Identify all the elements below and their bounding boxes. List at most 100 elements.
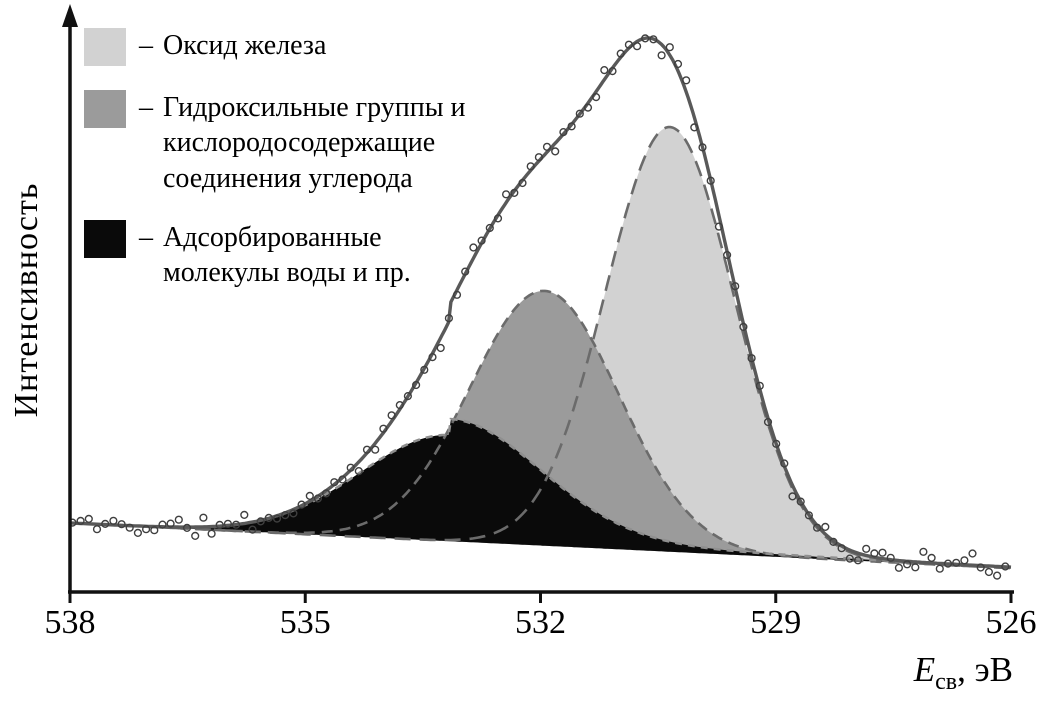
data-point xyxy=(591,92,601,102)
data-point xyxy=(608,66,617,76)
data-point xyxy=(992,571,1002,580)
data-point xyxy=(919,547,928,556)
data-point xyxy=(870,549,879,558)
legend-label: Оксид железа xyxy=(163,30,327,61)
x-tick-label: 532 xyxy=(515,604,566,641)
data-point xyxy=(232,520,241,529)
data-point xyxy=(387,411,396,420)
data-point xyxy=(469,243,478,252)
data-point xyxy=(403,392,413,401)
data-point xyxy=(452,290,462,299)
peak-fill-adsorbed-water xyxy=(70,419,1011,569)
data-point xyxy=(788,492,797,501)
data-point xyxy=(493,214,503,223)
x-tick-label: 538 xyxy=(44,604,96,641)
data-point xyxy=(624,40,634,49)
data-point xyxy=(665,43,674,52)
y-axis-arrow xyxy=(62,4,78,27)
data-point xyxy=(142,525,151,534)
data-point xyxy=(968,549,977,558)
data-point xyxy=(894,563,904,572)
data-point xyxy=(223,519,233,528)
data-point xyxy=(420,365,429,374)
data-point xyxy=(960,556,969,565)
data-point xyxy=(305,491,314,501)
legend-swatch xyxy=(84,90,126,128)
legend-item-adsorbed-water: – Адсорбированные молекулы воды и пр. xyxy=(84,219,468,291)
data-point xyxy=(755,381,764,390)
data-point xyxy=(845,554,854,563)
data-point xyxy=(739,322,748,332)
data-point xyxy=(935,564,944,573)
data-point xyxy=(911,563,920,572)
data-point xyxy=(649,35,658,44)
legend-item-hydroxyl-carbon-oxygen: – Гидроксильные группы и кислородосодержа… xyxy=(84,90,468,196)
data-point xyxy=(698,143,707,152)
data-point xyxy=(682,76,691,85)
data-point xyxy=(485,223,494,233)
data-point xyxy=(362,445,372,454)
data-point xyxy=(444,314,454,323)
data-point xyxy=(313,494,323,503)
legend-item-iron-oxide: – Оксид железа xyxy=(84,28,468,66)
data-point xyxy=(763,417,773,427)
x-axis-subscript: св xyxy=(935,669,958,695)
data-point xyxy=(117,520,126,529)
data-point xyxy=(722,250,732,260)
data-point xyxy=(436,343,445,353)
x-tick-label: 526 xyxy=(985,604,1037,641)
data-point xyxy=(297,500,306,509)
data-point xyxy=(690,123,699,132)
data-point xyxy=(673,59,683,69)
data-point xyxy=(821,522,830,532)
data-point xyxy=(379,424,388,433)
data-point xyxy=(632,42,642,51)
data-point xyxy=(772,439,781,448)
x-tick-label: 529 xyxy=(750,604,802,641)
data-point xyxy=(575,109,584,118)
data-point xyxy=(428,353,437,362)
data-point xyxy=(125,523,134,532)
data-point xyxy=(714,222,724,231)
data-point xyxy=(943,559,953,568)
data-point xyxy=(706,176,715,185)
data-point xyxy=(354,467,363,476)
x-axis-label: Eсв, эВ xyxy=(914,650,1013,696)
legend-dash: – xyxy=(139,221,153,253)
data-point xyxy=(862,544,871,553)
data-point xyxy=(199,513,208,522)
data-point xyxy=(837,544,846,553)
data-point xyxy=(542,142,552,151)
data-point xyxy=(984,567,994,577)
data-point xyxy=(731,282,740,291)
data-point xyxy=(76,516,85,526)
data-point xyxy=(84,514,93,524)
peak-fill-iron-oxide xyxy=(70,127,1011,569)
x-axis-variable: E xyxy=(913,650,936,689)
legend-dash: – xyxy=(139,92,153,123)
data-point xyxy=(371,445,380,454)
data-point xyxy=(747,354,756,363)
data-point xyxy=(133,528,143,538)
peak-fill-hydroxyl-carbon-oxygen xyxy=(70,290,1011,569)
data-point xyxy=(583,103,593,112)
legend-dash: – xyxy=(139,30,153,61)
x-tick-label: 535 xyxy=(279,604,331,641)
data-point xyxy=(92,525,102,534)
data-point xyxy=(207,529,216,538)
y-axis-label: Интенсивность xyxy=(8,182,45,418)
data-point xyxy=(616,49,625,58)
data-point xyxy=(534,153,544,162)
data-point xyxy=(829,537,838,547)
data-point xyxy=(551,147,560,156)
data-point xyxy=(289,509,298,518)
data-point xyxy=(878,548,887,557)
data-point xyxy=(346,463,355,472)
data-point xyxy=(927,553,936,563)
data-point xyxy=(526,162,535,171)
data-point xyxy=(412,380,421,390)
data-point xyxy=(567,122,576,131)
data-point xyxy=(641,34,650,43)
data-point xyxy=(477,236,486,245)
